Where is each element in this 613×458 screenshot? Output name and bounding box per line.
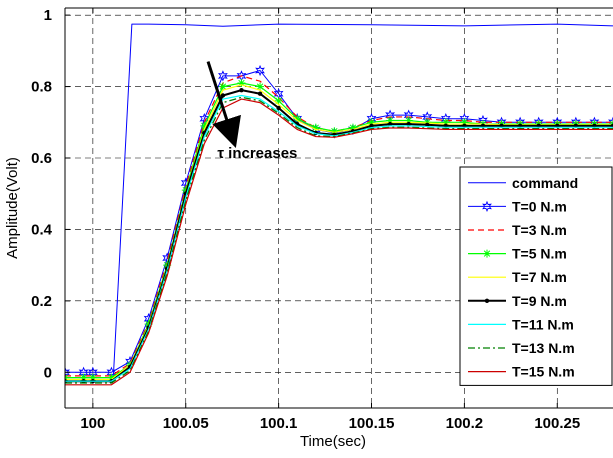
legend-label: T=3 N.m [512,222,567,238]
y-tick-label: 0 [44,364,52,381]
marker-stroke [483,250,491,257]
data-point [256,82,265,91]
annotation-arrow [206,61,241,148]
legend-label: T=11 N.m [512,316,574,332]
x-tick-label: 100.05 [163,415,209,432]
marker-stroke [312,124,319,131]
marker-stroke [201,122,208,130]
data-point [483,249,491,258]
legend-label: T=7 N.m [512,269,567,285]
legend-label: T=9 N.m [512,293,567,309]
y-tick-label: 1 [44,7,52,24]
legend-entry: T=11 N.m [468,316,574,332]
data-point [274,96,283,105]
data-point [220,93,226,98]
legend-box [459,166,613,386]
legend-entry: T=13 N.m [468,340,575,356]
legend-entry: T=9 N.m [468,293,567,309]
data-point [482,200,492,213]
marker-stroke [219,83,227,90]
series-8 [65,98,613,386]
x-tick-label: 100.15 [349,415,395,432]
legend-entry: T=15 N.m [468,364,575,380]
data-point [218,82,227,91]
data-point [257,91,263,96]
series-line [65,23,613,379]
legend-entry: command [468,175,578,191]
marker-stroke [294,115,301,122]
marker-stroke [331,128,338,135]
data-point [387,121,393,127]
data-point [484,298,490,303]
data-point [65,366,70,378]
data-point [217,70,228,82]
data-point [255,64,265,77]
data-point [276,105,281,111]
legend-label: T=0 N.m [512,198,567,214]
y-tick-label: 0.2 [31,293,52,310]
x-tick-label: 100 [80,415,105,432]
x-tick-label: 100.1 [260,415,298,432]
x-axis-label: Time(sec) [300,433,366,450]
annotation-text: τ increases [217,145,297,162]
marker-stroke [256,83,264,90]
y-tick-label: 0.6 [31,150,52,167]
legend-entry: T=3 N.m [468,222,567,238]
y-tick-label: 0.8 [31,79,52,96]
series-6 [65,94,613,382]
y-tick-label: 0.4 [31,221,53,238]
legend-label: T=13 N.m [512,340,575,356]
y-axis-label: Amplitude(Volt) [4,157,21,259]
data-point [406,121,411,127]
series-line [65,98,613,386]
legend-label: command [512,175,578,191]
legend-entry: T=0 N.m [468,198,567,214]
data-point [239,87,244,93]
series-line [65,94,613,382]
legend-entry: T=5 N.m [468,246,567,262]
legend-entry: T=7 N.m [468,269,567,285]
marker-stroke [609,120,613,125]
series-line [65,96,613,384]
x-tick-label: 100.2 [446,415,484,432]
data-point [608,116,613,128]
data-point [293,114,302,123]
legend-label: T=5 N.m [512,246,567,262]
data-point [425,122,430,127]
legend-label: T=15 N.m [512,364,575,380]
x-tick-label: 100.25 [534,415,580,432]
series-7 [65,96,613,384]
series-0 [65,23,613,379]
